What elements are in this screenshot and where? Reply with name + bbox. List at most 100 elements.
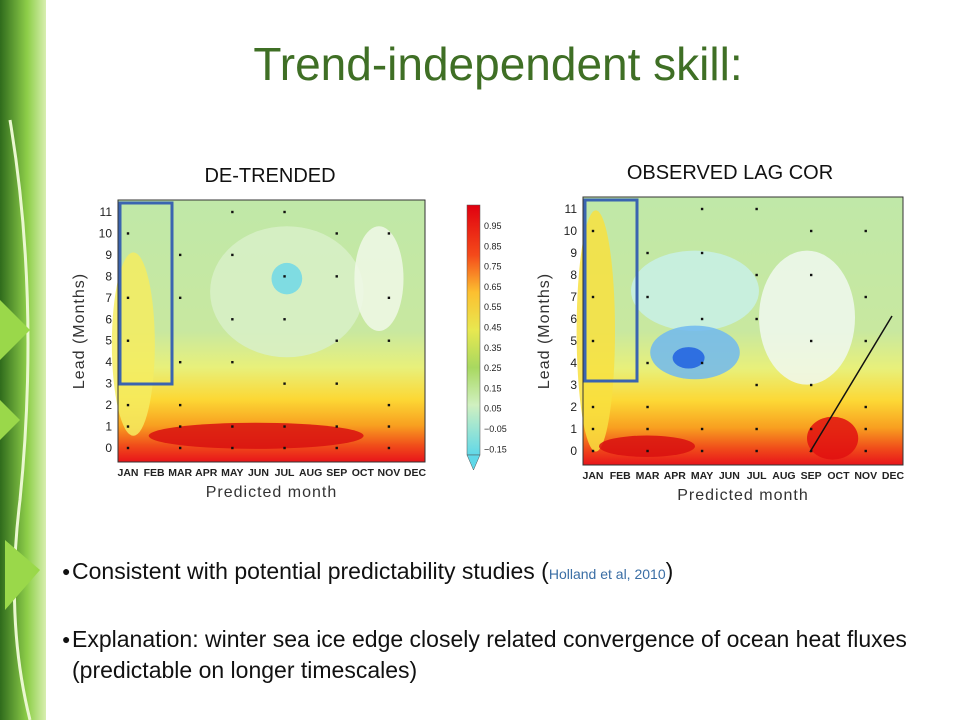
significance-dot bbox=[231, 425, 234, 428]
lead-label: 6 bbox=[105, 312, 112, 326]
lead-label: 1 bbox=[570, 422, 577, 436]
contour-field bbox=[583, 197, 903, 465]
lead-label: 9 bbox=[105, 248, 112, 262]
month-label: JAN bbox=[117, 467, 138, 479]
month-label: SEP bbox=[801, 470, 822, 482]
significance-dot bbox=[591, 295, 595, 299]
x-axis-label: Predicted month bbox=[677, 487, 809, 504]
significance-dot bbox=[809, 427, 813, 431]
significance-dot bbox=[864, 405, 867, 409]
significance-dot bbox=[178, 425, 182, 428]
plot-frame bbox=[582, 196, 904, 466]
bullet-text: Consistent with potential predictability… bbox=[72, 558, 549, 584]
colorbar-label: 0.55 bbox=[484, 302, 502, 312]
y-axis-label: Lead (Months) bbox=[536, 273, 553, 389]
significance-dot bbox=[231, 253, 234, 257]
significance-dot bbox=[591, 449, 595, 453]
significance-dot bbox=[646, 427, 649, 431]
significance-dot bbox=[700, 251, 704, 255]
significance-dot bbox=[283, 382, 286, 385]
lead-label: 8 bbox=[105, 269, 112, 283]
significance-dot bbox=[591, 405, 595, 409]
panel-title: OBSERVED LAG COR bbox=[627, 162, 833, 184]
lead-label: 4 bbox=[105, 355, 112, 369]
significance-dot bbox=[809, 383, 813, 387]
month-label: JAN bbox=[582, 470, 603, 482]
lead-label: 7 bbox=[105, 291, 112, 305]
significance-dot bbox=[755, 449, 758, 453]
lead-label: 2 bbox=[570, 400, 577, 414]
bullet-end: ) bbox=[665, 558, 674, 584]
significance-dot bbox=[864, 229, 867, 233]
significance-dot bbox=[178, 360, 182, 364]
lead-label: 4 bbox=[570, 356, 577, 370]
colorbar-tip bbox=[466, 454, 481, 471]
contour-blob bbox=[576, 210, 615, 452]
significance-dot bbox=[646, 251, 649, 255]
significance-dot bbox=[126, 425, 130, 428]
contour-blob bbox=[759, 250, 855, 385]
colorbar-label: 0.85 bbox=[484, 241, 502, 251]
significance-dot bbox=[335, 275, 338, 278]
trend-line bbox=[809, 315, 893, 453]
highlight-box bbox=[583, 198, 639, 383]
colorbar-label: 0.95 bbox=[484, 221, 502, 231]
significance-dot bbox=[335, 382, 338, 385]
plot-frame bbox=[117, 199, 426, 463]
significance-dot bbox=[283, 210, 286, 214]
colorbar-label: 0.05 bbox=[484, 404, 502, 414]
significance-dot bbox=[387, 425, 391, 428]
decor-strip bbox=[0, 0, 46, 720]
colorbar-label: −0.15 bbox=[484, 444, 507, 454]
contour-blob bbox=[672, 347, 705, 369]
decor-vine bbox=[8, 119, 32, 720]
colorbar-label: 0.25 bbox=[484, 363, 502, 373]
contour-blob bbox=[148, 422, 364, 449]
x-axis-label: Predicted month bbox=[206, 484, 338, 501]
colorbar-label: 0.35 bbox=[484, 343, 502, 353]
significance-dot bbox=[700, 449, 704, 453]
significance-dot bbox=[755, 427, 758, 431]
significance-dot bbox=[755, 317, 758, 321]
month-label: FEB bbox=[144, 467, 165, 479]
contour-blob bbox=[631, 250, 759, 331]
month-label: NOV bbox=[854, 470, 877, 482]
significance-dot bbox=[178, 253, 182, 257]
month-label: JUL bbox=[747, 470, 767, 482]
colorbar-label: −0.05 bbox=[484, 424, 507, 434]
significance-dot bbox=[178, 403, 182, 407]
significance-dot bbox=[864, 427, 867, 431]
month-label: JUL bbox=[275, 467, 295, 479]
lead-label: 11 bbox=[565, 202, 578, 216]
significance-dot bbox=[126, 296, 130, 300]
month-label: APR bbox=[195, 467, 218, 479]
significance-dot bbox=[755, 273, 758, 277]
lead-label: 6 bbox=[570, 312, 577, 326]
significance-dot bbox=[231, 446, 234, 450]
contour-blob bbox=[807, 416, 859, 460]
month-label: OCT bbox=[827, 470, 850, 482]
significance-dot bbox=[283, 425, 286, 428]
month-label: MAY bbox=[221, 467, 243, 479]
colorbar-label: 0.15 bbox=[484, 383, 502, 393]
month-label: JUN bbox=[719, 470, 740, 482]
significance-dot bbox=[646, 449, 649, 453]
significance-dot bbox=[700, 207, 704, 211]
lead-label: 2 bbox=[105, 398, 112, 412]
colorbar-label: 0.45 bbox=[484, 323, 502, 333]
significance-dot bbox=[646, 405, 649, 409]
month-label: DEC bbox=[882, 470, 905, 482]
month-label: MAR bbox=[168, 467, 192, 479]
month-label: DEC bbox=[404, 467, 427, 479]
significance-dot bbox=[126, 403, 130, 407]
highlight-box bbox=[118, 201, 174, 386]
significance-dot bbox=[126, 339, 130, 342]
colorbar-label: 0.75 bbox=[484, 262, 502, 272]
significance-dot bbox=[387, 446, 391, 450]
lead-label: 10 bbox=[99, 226, 113, 240]
contour-blob bbox=[354, 226, 404, 331]
month-label: JUN bbox=[248, 467, 269, 479]
lead-label: 3 bbox=[105, 377, 112, 391]
significance-dot bbox=[387, 403, 391, 407]
significance-dot bbox=[126, 446, 130, 450]
